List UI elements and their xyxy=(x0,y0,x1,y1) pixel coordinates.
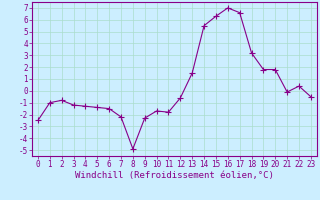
X-axis label: Windchill (Refroidissement éolien,°C): Windchill (Refroidissement éolien,°C) xyxy=(75,171,274,180)
